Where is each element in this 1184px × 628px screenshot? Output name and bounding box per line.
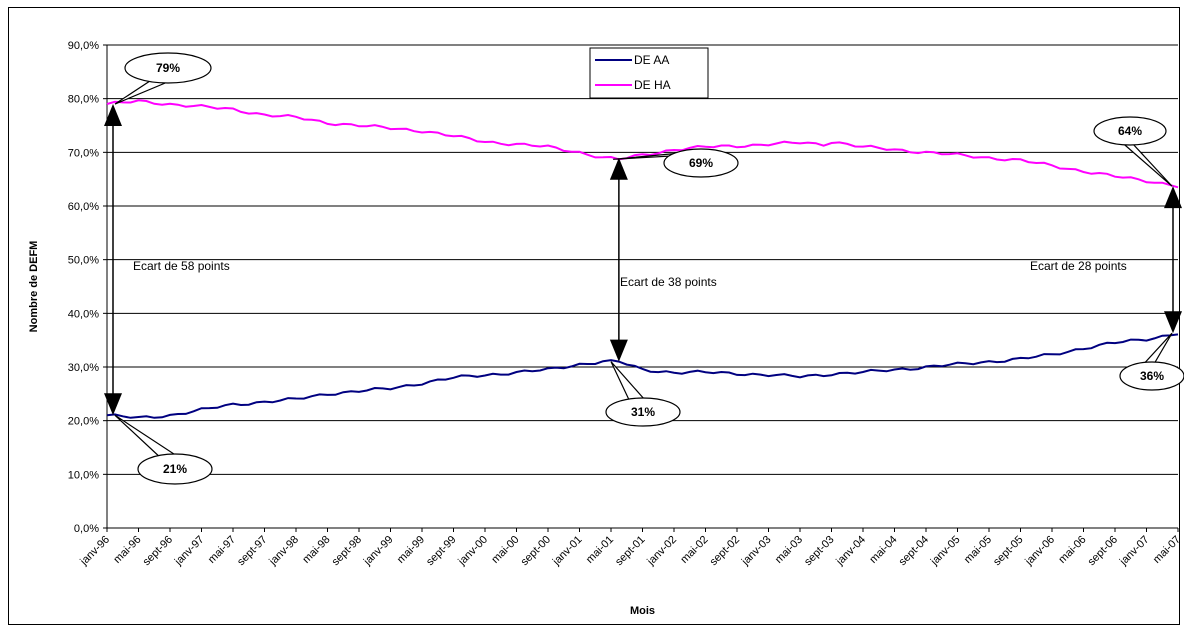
x-tick-label: sept-97 — [235, 534, 269, 568]
legend-box — [589, 47, 709, 99]
x-tick-label: sept-04 — [897, 534, 931, 568]
callout-bubble — [137, 453, 213, 485]
x-tick-label: janv-01 — [550, 534, 585, 569]
callout-bubble — [663, 148, 739, 178]
callout-label: 69% — [689, 156, 713, 170]
x-tick-label: mai-96 — [111, 534, 143, 566]
x-tick-label: mai-97 — [206, 534, 238, 566]
x-tick-label: janv-02 — [644, 534, 679, 569]
x-tick-label: janv-99 — [361, 534, 396, 569]
x-tick-label: mai-99 — [395, 534, 427, 566]
x-tick-label: mai-98 — [300, 534, 332, 566]
callout-label: 64% — [1118, 124, 1142, 138]
gap-arrowhead-top — [1164, 186, 1182, 209]
callout-label: 79% — [156, 61, 180, 75]
x-tick-label: mai-07 — [1151, 534, 1183, 566]
x-tick-label: janv-05 — [928, 534, 963, 569]
series-line-de-ha — [106, 99, 1179, 189]
x-tick-label: sept-99 — [424, 534, 458, 568]
x-tick-label: janv-06 — [1022, 534, 1057, 569]
legend-label: DE HA — [634, 78, 671, 92]
callout-bubble — [124, 52, 212, 84]
y-tick-label: 30,0% — [68, 362, 99, 374]
x-tick-label: sept-00 — [519, 534, 553, 568]
x-tick-label: sept-96 — [141, 534, 175, 568]
gap-label: Ecart de 38 points — [620, 275, 717, 289]
x-tick-label: mai-02 — [678, 534, 710, 566]
y-tick-label: 60,0% — [68, 201, 99, 213]
x-tick-label: sept-06 — [1086, 534, 1120, 568]
gap-arrowhead-bottom — [1164, 311, 1182, 334]
y-tick-label: 80,0% — [68, 94, 99, 106]
x-tick-label: sept-05 — [991, 534, 1025, 568]
callout-bubble — [605, 397, 681, 427]
x-tick-label: mai-05 — [962, 534, 994, 566]
x-tick-label: janv-07 — [1117, 534, 1152, 569]
gap-arrowhead-bottom — [609, 339, 628, 362]
y-tick-label: 0,0% — [74, 523, 99, 535]
gap-label: Ecart de 28 points — [1030, 259, 1127, 273]
x-tick-label: mai-03 — [773, 534, 805, 566]
x-tick-label: sept-01 — [613, 534, 647, 568]
gap-label: Ecart de 58 points — [133, 259, 230, 273]
y-tick-label: 10,0% — [68, 469, 99, 481]
x-tick-label: sept-02 — [708, 534, 742, 568]
y-tick-label: 90,0% — [68, 40, 99, 52]
x-tick-label: mai-06 — [1056, 534, 1088, 566]
y-tick-label: 40,0% — [68, 308, 99, 320]
callout-pointer — [1117, 138, 1173, 187]
x-tick-label: mai-00 — [489, 534, 521, 566]
y-tick-label: 70,0% — [68, 147, 99, 159]
callout-pointer — [114, 414, 179, 461]
x-tick-label: janv-98 — [266, 534, 301, 569]
x-tick-label: janv-04 — [833, 534, 868, 569]
callout-label: 36% — [1140, 369, 1164, 383]
y-axis-title: Nombre de DEFM — [28, 241, 40, 333]
gap-arrowhead-bottom — [104, 393, 122, 416]
x-tick-label: mai-01 — [584, 534, 616, 566]
x-tick-label: janv-96 — [77, 534, 112, 569]
x-tick-label: janv-97 — [172, 534, 207, 569]
x-tick-label: sept-03 — [802, 534, 836, 568]
x-tick-label: mai-04 — [867, 534, 899, 566]
y-tick-label: 50,0% — [68, 255, 99, 267]
x-tick-label: janv-00 — [455, 534, 490, 569]
gap-arrowhead-top — [609, 157, 628, 180]
series-line-de-aa — [106, 333, 1179, 419]
x-tick-label: janv-03 — [739, 534, 774, 569]
gap-arrowhead-top — [104, 104, 122, 127]
y-tick-label: 20,0% — [68, 416, 99, 428]
callout-bubble — [1119, 361, 1184, 391]
callout-label: 31% — [631, 405, 655, 419]
callout-bubble — [1093, 116, 1167, 146]
legend-label: DE AA — [634, 53, 669, 67]
callout-label: 21% — [163, 462, 187, 476]
x-axis-title: Mois — [630, 605, 655, 617]
x-tick-label: sept-98 — [330, 534, 364, 568]
